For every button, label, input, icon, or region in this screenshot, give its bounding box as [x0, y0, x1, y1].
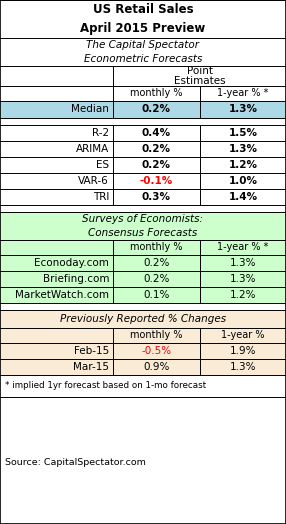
Text: ARIMA: ARIMA	[76, 144, 109, 154]
Text: Mar-15: Mar-15	[73, 362, 109, 372]
Text: monthly %: monthly %	[130, 89, 183, 99]
Text: 1.0%: 1.0%	[229, 176, 257, 186]
Text: Median: Median	[71, 104, 109, 115]
Text: 1.3%: 1.3%	[230, 258, 256, 268]
Text: 1.2%: 1.2%	[229, 160, 257, 170]
Text: 1.5%: 1.5%	[229, 128, 257, 138]
Bar	[0, 397, 286, 524]
Text: monthly %: monthly %	[130, 331, 183, 341]
Text: * implied 1yr forecast based on 1-mo forecast: * implied 1yr forecast based on 1-mo for…	[5, 381, 206, 390]
Bar	[0, 38, 286, 66]
Bar	[0, 212, 286, 240]
Text: Estimates: Estimates	[174, 76, 225, 86]
Bar	[0, 66, 113, 86]
Text: 1-year % *: 1-year % *	[217, 89, 269, 99]
Bar	[113, 240, 200, 255]
Bar	[0, 255, 286, 271]
Text: monthly %: monthly %	[130, 243, 183, 253]
Text: ES: ES	[96, 160, 109, 170]
Text: Briefing.com: Briefing.com	[43, 274, 109, 284]
Text: -0.1%: -0.1%	[140, 176, 173, 186]
Bar	[200, 240, 286, 255]
Bar	[0, 310, 286, 328]
Text: 0.2%: 0.2%	[142, 160, 171, 170]
Text: TRI: TRI	[93, 192, 109, 202]
Text: Feb-15: Feb-15	[74, 346, 109, 356]
Text: MarketWatch.com: MarketWatch.com	[15, 290, 109, 300]
Bar	[113, 86, 200, 101]
Bar	[0, 141, 286, 157]
Text: -0.5%: -0.5%	[142, 346, 172, 356]
Bar	[0, 359, 286, 375]
Text: Econometric Forecasts: Econometric Forecasts	[84, 54, 202, 64]
Text: 1-year %: 1-year %	[221, 331, 265, 341]
Text: 1.2%: 1.2%	[230, 290, 256, 300]
Bar	[0, 86, 113, 101]
Text: 0.2%: 0.2%	[143, 258, 170, 268]
Text: 1.3%: 1.3%	[230, 274, 256, 284]
Text: Surveys of Economists:: Surveys of Economists:	[82, 214, 204, 224]
Bar	[113, 328, 200, 343]
Bar	[0, 375, 286, 397]
Text: 0.2%: 0.2%	[142, 104, 171, 115]
Text: US Retail Sales: US Retail Sales	[93, 3, 193, 16]
Bar	[0, 343, 286, 359]
Bar	[0, 240, 113, 255]
Bar	[0, 271, 286, 287]
Text: 0.2%: 0.2%	[142, 144, 171, 154]
Text: 0.1%: 0.1%	[143, 290, 170, 300]
Bar	[0, 189, 286, 205]
Text: 1.3%: 1.3%	[230, 362, 256, 372]
Text: VAR-6: VAR-6	[78, 176, 109, 186]
Bar	[0, 303, 286, 310]
Text: April 2015 Preview: April 2015 Preview	[80, 22, 206, 35]
Bar	[0, 101, 286, 118]
Bar	[0, 173, 286, 189]
Text: Previously Reported % Changes: Previously Reported % Changes	[60, 314, 226, 324]
Text: 0.4%: 0.4%	[142, 128, 171, 138]
Text: 0.2%: 0.2%	[143, 274, 170, 284]
Text: The Capital Spectator: The Capital Spectator	[86, 40, 200, 50]
Text: Consensus Forecasts: Consensus Forecasts	[88, 228, 198, 238]
Text: 0.9%: 0.9%	[143, 362, 170, 372]
Text: 1.3%: 1.3%	[229, 144, 257, 154]
Text: 1.3%: 1.3%	[229, 104, 257, 115]
Text: 1-year % *: 1-year % *	[217, 243, 269, 253]
Text: Source: CapitalSpectator.com: Source: CapitalSpectator.com	[5, 458, 146, 467]
Bar	[0, 0, 286, 38]
Bar	[0, 118, 286, 125]
Bar	[0, 157, 286, 173]
Text: 0.3%: 0.3%	[142, 192, 171, 202]
Bar	[0, 328, 113, 343]
Bar	[0, 125, 286, 141]
Bar	[113, 66, 286, 86]
Bar	[0, 287, 286, 303]
Text: R-2: R-2	[92, 128, 109, 138]
Bar	[0, 205, 286, 212]
Text: Econoday.com: Econoday.com	[34, 258, 109, 268]
Text: Point: Point	[186, 66, 212, 76]
Bar	[200, 328, 286, 343]
Text: 1.9%: 1.9%	[230, 346, 256, 356]
Text: 1.4%: 1.4%	[229, 192, 258, 202]
Bar	[200, 86, 286, 101]
